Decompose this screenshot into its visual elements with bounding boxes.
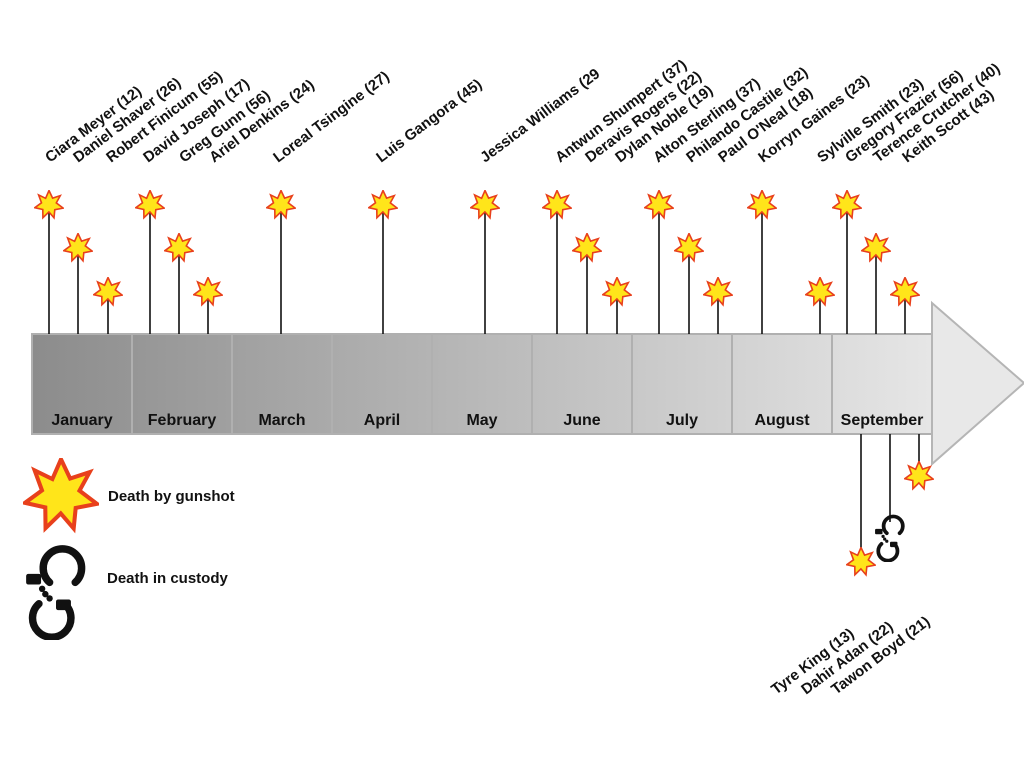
legend-gunshot-star-icon xyxy=(25,459,97,528)
month-cell-february xyxy=(131,333,233,435)
month-label-june: June xyxy=(563,412,600,429)
event-marker: Luis Gangora (45) xyxy=(368,76,485,334)
month-label-january: January xyxy=(51,412,112,429)
month-label-may: May xyxy=(466,412,497,429)
month-label-april: April xyxy=(364,412,400,429)
month-label-february: February xyxy=(148,412,217,429)
month-band: January February March April May June July Augu… xyxy=(31,333,933,435)
month-cell-september xyxy=(831,333,933,435)
legend-custody-handcuffs-icon xyxy=(26,549,81,637)
events-above: Ciara Meyer (12)Daniel Shaver (26)Robert… xyxy=(34,56,1003,334)
month-cell-may xyxy=(431,333,533,435)
custody-handcuffs-icon xyxy=(874,514,905,562)
timeline-arrow xyxy=(931,300,1024,467)
timeline-arrow-head xyxy=(931,300,1024,467)
gunshot-star-icon xyxy=(904,461,934,490)
month-cell-july xyxy=(631,333,733,435)
event-marker: Jessica Williams (29 xyxy=(470,65,603,334)
month-label-march: March xyxy=(258,412,305,429)
month-label-july: July xyxy=(666,412,698,429)
month-label-september: September xyxy=(841,412,924,429)
month-cell-june xyxy=(531,333,633,435)
legend: Death by gunshot Death in custody xyxy=(25,459,235,637)
event-name-label: Luis Gangora (45) xyxy=(373,76,485,166)
month-cell-march xyxy=(231,333,333,435)
events-below: Tyre King (13)Dahir Adan (22)Tawon Boyd … xyxy=(768,434,934,698)
month-cell-august xyxy=(731,333,833,435)
month-cell-january xyxy=(31,333,133,435)
legend-custody-label: Death in custody xyxy=(107,570,229,587)
gunshot-star-icon xyxy=(846,547,876,576)
month-label-august: August xyxy=(754,412,810,429)
legend-gunshot-label: Death by gunshot xyxy=(108,488,235,505)
